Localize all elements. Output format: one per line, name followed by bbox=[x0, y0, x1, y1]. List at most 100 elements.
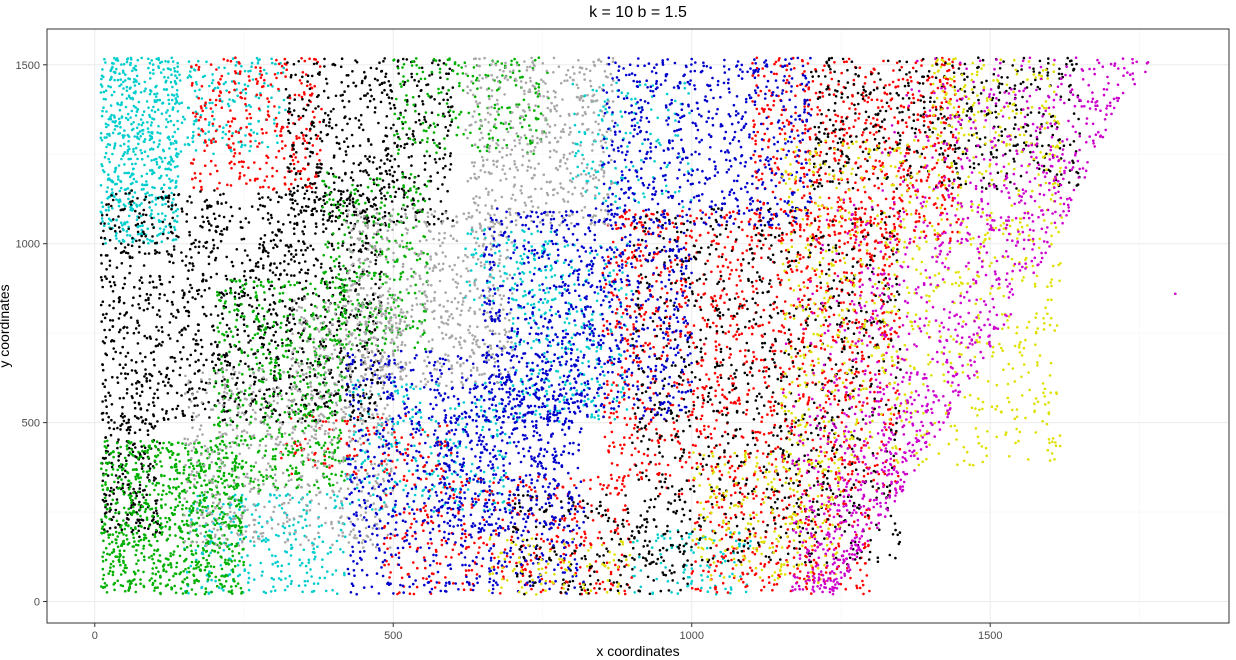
scatter-point bbox=[786, 528, 790, 531]
scatter-point bbox=[666, 213, 670, 216]
scatter-point bbox=[212, 137, 215, 141]
scatter-point bbox=[680, 537, 684, 541]
scatter-point bbox=[748, 544, 752, 548]
scatter-point bbox=[688, 451, 691, 455]
scatter-point bbox=[263, 82, 266, 85]
scatter-point bbox=[761, 323, 764, 327]
scatter-point bbox=[135, 205, 139, 208]
scatter-point bbox=[160, 240, 164, 243]
scatter-point bbox=[127, 135, 131, 138]
scatter-point bbox=[137, 123, 141, 126]
scatter-point bbox=[617, 476, 621, 479]
scatter-point bbox=[632, 359, 636, 362]
scatter-point bbox=[845, 60, 848, 63]
scatter-point bbox=[324, 589, 328, 593]
scatter-point bbox=[154, 198, 158, 201]
scatter-point bbox=[845, 378, 848, 382]
scatter-point bbox=[638, 555, 641, 559]
scatter-point bbox=[147, 130, 150, 134]
scatter-point bbox=[847, 57, 851, 61]
scatter-point bbox=[630, 250, 634, 254]
scatter-point bbox=[532, 302, 536, 306]
scatter-point bbox=[714, 593, 718, 596]
scatter-point bbox=[652, 416, 655, 420]
scatter-point bbox=[679, 332, 682, 336]
scatter-point bbox=[492, 499, 495, 502]
scatter-point bbox=[724, 258, 728, 261]
scatter-point bbox=[833, 272, 837, 275]
scatter-point bbox=[779, 208, 783, 211]
scatter-point bbox=[811, 548, 814, 552]
scatter-point bbox=[117, 117, 121, 121]
scatter-point bbox=[423, 464, 427, 467]
scatter-point bbox=[802, 194, 806, 197]
scatter-point bbox=[882, 311, 886, 314]
scatter-point bbox=[295, 135, 298, 138]
scatter-point bbox=[330, 464, 334, 468]
scatter-point bbox=[949, 84, 952, 87]
scatter-point bbox=[210, 139, 213, 142]
scatter-point bbox=[853, 461, 857, 465]
scatter-point bbox=[718, 443, 722, 447]
scatter-point bbox=[204, 132, 207, 135]
scatter-point bbox=[582, 169, 586, 173]
scatter-point bbox=[304, 584, 307, 587]
scatter-point bbox=[158, 155, 161, 159]
scatter-point bbox=[199, 172, 202, 175]
scatter-point bbox=[779, 198, 782, 201]
scatter-point bbox=[833, 215, 837, 218]
scatter-point bbox=[658, 492, 662, 496]
scatter-point bbox=[840, 421, 844, 424]
scatter-point bbox=[620, 553, 624, 557]
scatter-point bbox=[493, 251, 497, 255]
scatter-point bbox=[225, 123, 228, 127]
scatter-point bbox=[437, 459, 440, 463]
scatter-point bbox=[655, 428, 658, 431]
scatter-point bbox=[440, 491, 443, 494]
scatter-point bbox=[155, 84, 158, 88]
scatter-point bbox=[200, 185, 203, 189]
scatter-point bbox=[300, 57, 303, 60]
scatter-point bbox=[311, 144, 315, 147]
scatter-point bbox=[156, 98, 159, 102]
scatter-point bbox=[601, 271, 604, 275]
scatter-point bbox=[175, 185, 178, 188]
scatter-point bbox=[892, 413, 896, 416]
scatter-point bbox=[307, 177, 311, 181]
scatter-point bbox=[752, 516, 756, 519]
scatter-point bbox=[604, 199, 608, 203]
scatter-point bbox=[538, 284, 541, 287]
scatter-point bbox=[755, 287, 758, 291]
scatter-point bbox=[844, 395, 847, 399]
scatter-point bbox=[170, 191, 173, 195]
scatter-point bbox=[629, 333, 632, 336]
scatter-point bbox=[136, 136, 139, 140]
scatter-point bbox=[561, 486, 565, 489]
scatter-point bbox=[724, 516, 728, 519]
scatter-point bbox=[122, 142, 126, 146]
scatter-point bbox=[132, 127, 135, 131]
scatter-point bbox=[292, 523, 295, 527]
scatter-point bbox=[428, 494, 432, 498]
scatter-point bbox=[113, 116, 116, 119]
scatter-point bbox=[823, 302, 827, 305]
scatter-point bbox=[122, 80, 125, 84]
scatter-point bbox=[614, 312, 618, 315]
scatter-point bbox=[751, 100, 754, 103]
scatter-point bbox=[862, 592, 865, 596]
scatter-point bbox=[802, 395, 805, 398]
scatter-point bbox=[747, 388, 751, 392]
scatter-point bbox=[723, 246, 727, 249]
scatter-point bbox=[951, 135, 955, 139]
scatter-point bbox=[814, 523, 818, 526]
scatter-point bbox=[504, 432, 507, 436]
scatter-point bbox=[741, 251, 744, 255]
scatter-point bbox=[158, 176, 162, 180]
scatter-point bbox=[699, 233, 702, 237]
scatter-point bbox=[816, 113, 819, 116]
scatter-point bbox=[921, 195, 925, 199]
scatter-point bbox=[865, 170, 868, 173]
scatter-point bbox=[426, 434, 430, 437]
scatter-point bbox=[873, 399, 876, 403]
